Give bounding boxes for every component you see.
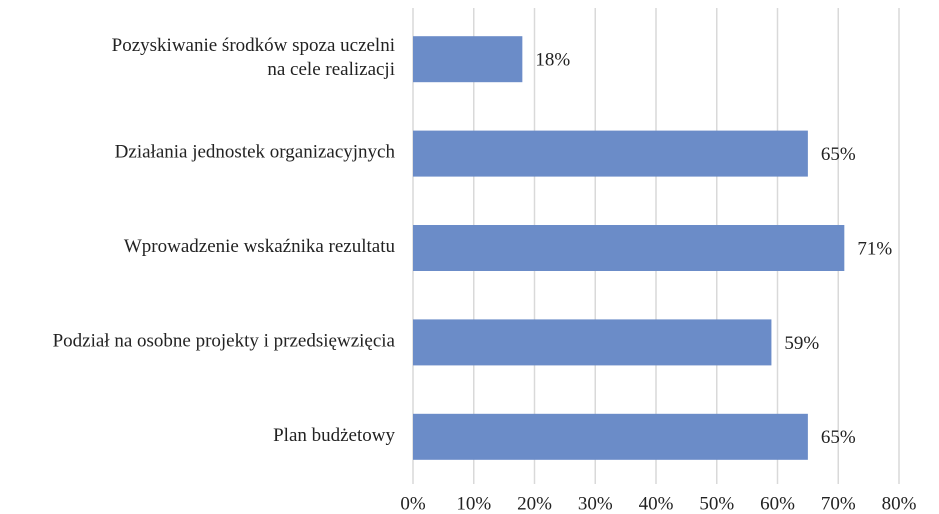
- x-tick-label: 80%: [882, 493, 917, 514]
- value-label: 59%: [784, 333, 819, 354]
- value-label: 71%: [857, 238, 892, 259]
- value-label: 18%: [535, 50, 570, 71]
- y-tick-label: Plan budżetowy: [273, 425, 395, 446]
- y-tick-label: Podział na osobne projekty i przedsięwzi…: [53, 331, 396, 352]
- x-tick-label: 50%: [699, 493, 734, 514]
- x-tick-label: 70%: [821, 493, 856, 514]
- x-tick-label: 40%: [639, 493, 674, 514]
- bar: [413, 413, 808, 460]
- y-tick-label: Działania jednostek organizacyjnych: [115, 142, 396, 163]
- bar: [413, 225, 845, 271]
- x-tick-label: 30%: [578, 493, 613, 514]
- x-tick-label: 20%: [517, 493, 552, 514]
- x-tick-label: 0%: [400, 493, 426, 514]
- value-label: 65%: [821, 144, 856, 165]
- y-tick-label: Pozyskiwanie środków spoza uczelni na cel…: [112, 36, 395, 81]
- bar: [413, 319, 772, 366]
- value-label: 65%: [821, 427, 856, 448]
- bar: [413, 130, 808, 177]
- x-tick-label: 60%: [760, 493, 795, 514]
- x-tick-label: 10%: [456, 493, 491, 514]
- y-tick-label: Wprowadzenie wskaźnika rezultatu: [124, 236, 396, 257]
- bar: [413, 36, 523, 83]
